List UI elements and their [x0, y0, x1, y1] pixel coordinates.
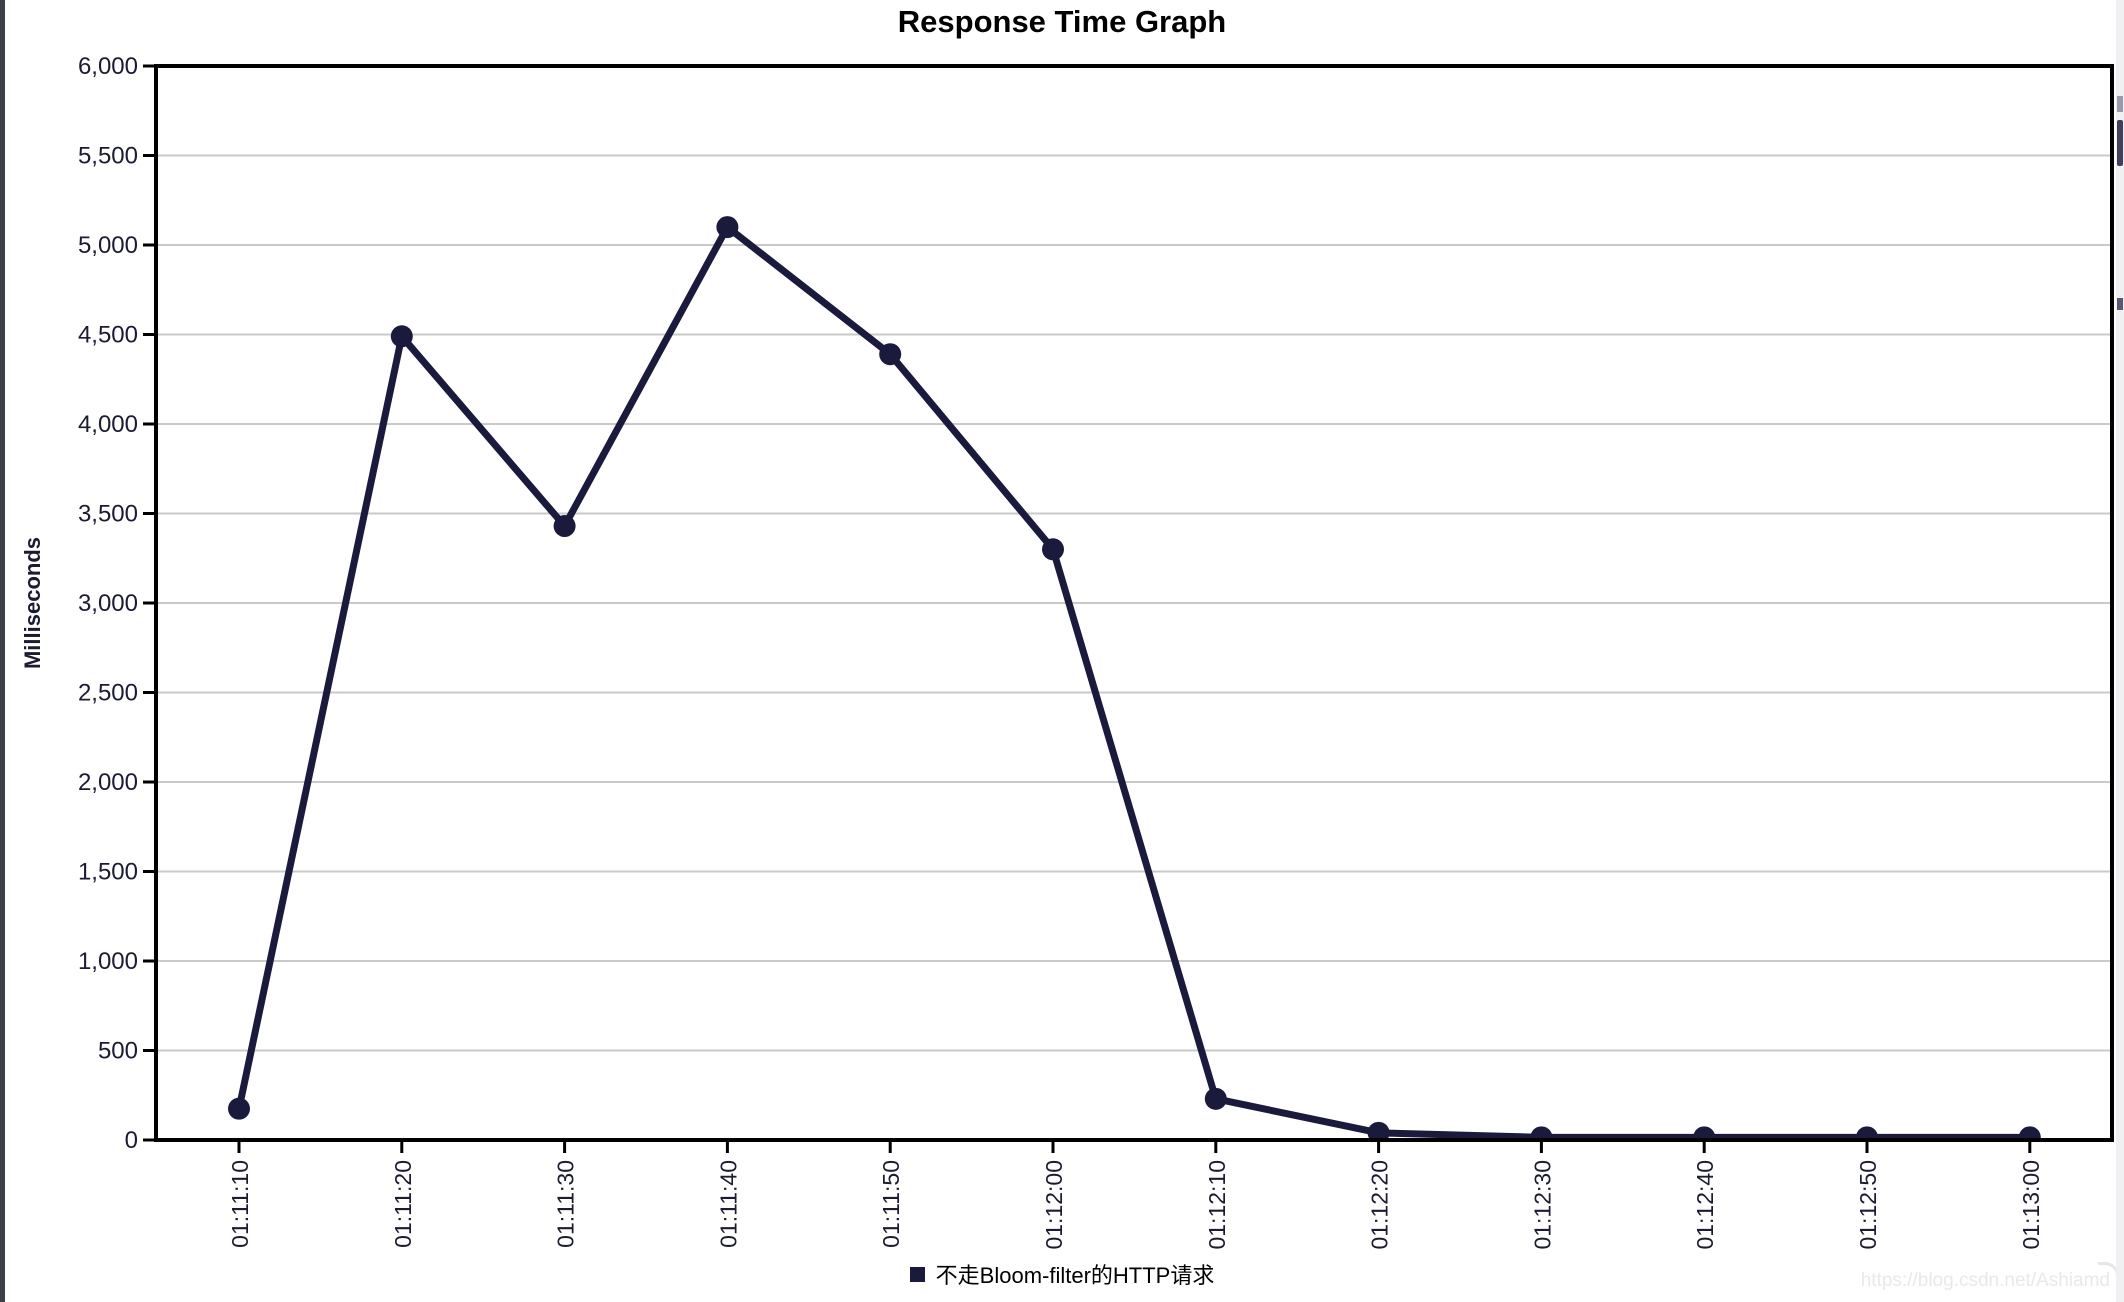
data-point [553, 515, 576, 538]
data-point [1856, 1126, 1878, 1140]
x-tick-label: 01:11:10 [227, 1160, 253, 1248]
data-point [1204, 1087, 1227, 1110]
y-tick-label: 4,500 [78, 322, 138, 349]
series-line [235, 223, 2034, 1140]
chart-legend: 不走Bloom-filter的HTTP请求 [0, 1258, 2124, 1290]
data-point [879, 343, 902, 366]
data-point [1530, 1126, 1553, 1140]
x-tick-label: 01:11:40 [715, 1160, 741, 1248]
y-tick-label: 5,000 [78, 232, 138, 259]
x-tick-label: 01:13:00 [2018, 1160, 2044, 1250]
y-tick-label: 0 [125, 1127, 138, 1154]
data-point [2018, 1126, 2041, 1140]
data-point [228, 1097, 250, 1120]
y-tick-label: 3,000 [78, 590, 138, 617]
x-tick-label: 01:11:30 [553, 1160, 579, 1248]
y-tick-label: 2,000 [78, 769, 138, 796]
y-tick-label: 4,000 [78, 411, 138, 438]
y-tick-label: 1,000 [78, 948, 138, 975]
data-point [1042, 538, 1064, 561]
x-tick-label: 01:12:10 [1204, 1160, 1230, 1250]
y-axis-label: Milliseconds [20, 536, 45, 670]
data-point [1367, 1121, 1390, 1140]
data-point [390, 325, 413, 348]
scrollbar-mark [2117, 96, 2123, 112]
y-tick-label: 5,500 [78, 143, 138, 170]
data-point [716, 216, 739, 239]
data-point [1693, 1126, 1716, 1140]
y-tick-label: 3,500 [78, 501, 138, 528]
x-tick-label: 01:12:20 [1367, 1160, 1393, 1250]
y-tick-label: 2,500 [78, 680, 138, 707]
scrollbar-thumb[interactable] [2117, 120, 2123, 166]
chart-title: Response Time Graph [897, 4, 1227, 39]
scrollbar-mark [2117, 298, 2123, 310]
legend-label: 不走Bloom-filter的HTTP请求 [935, 1263, 1215, 1288]
x-tick-label: 01:12:50 [1855, 1160, 1881, 1250]
x-tick-label: 01:12:30 [1529, 1160, 1555, 1250]
legend-swatch-icon [909, 1266, 925, 1282]
scrollbar-track[interactable] [2116, 0, 2124, 1302]
y-tick-label: 6,000 [78, 53, 138, 80]
series-group [228, 216, 2041, 1140]
plot-border [154, 64, 2114, 1142]
x-tick-label: 01:11:50 [878, 1160, 904, 1248]
x-tick-label: 01:12:40 [1692, 1160, 1718, 1250]
y-tick-label: 500 [98, 1038, 138, 1065]
watermark-text: https://blog.csdn.net/Ashiamd [1860, 1270, 2110, 1291]
x-tick-label: 01:11:20 [390, 1160, 416, 1248]
x-tick-label: 01:12:00 [1041, 1160, 1067, 1250]
window-left-edge [0, 0, 5, 1302]
y-tick-label: 1,500 [78, 859, 138, 886]
